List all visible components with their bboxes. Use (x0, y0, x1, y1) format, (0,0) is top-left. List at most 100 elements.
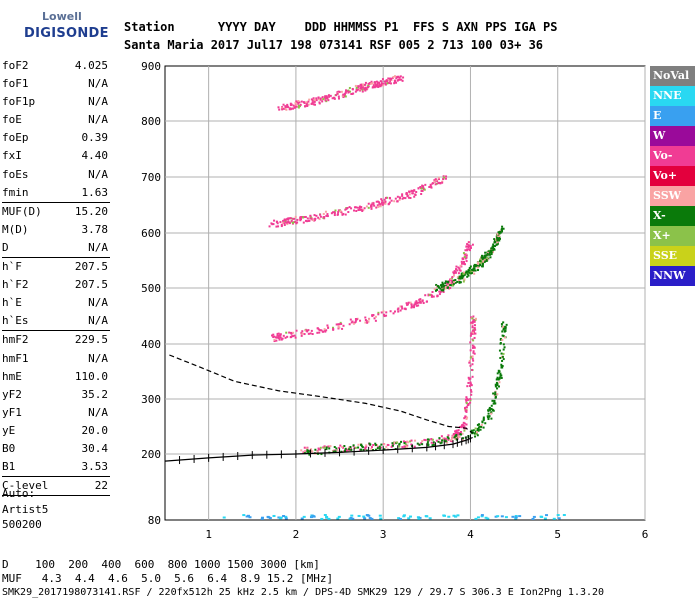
echo-point (292, 331, 295, 334)
echo-point (398, 443, 401, 446)
echo-point (451, 284, 454, 287)
echo-point (396, 441, 399, 444)
echo-point (430, 441, 433, 444)
echo-point (353, 206, 356, 209)
echo-point (332, 96, 335, 99)
echo-point (450, 282, 453, 285)
echo-point (474, 265, 477, 268)
echo-point (462, 275, 465, 278)
echo-point (469, 389, 472, 392)
echo-point (389, 78, 392, 81)
echo-point (440, 435, 443, 438)
echo-point (302, 216, 305, 219)
echo-point (423, 438, 426, 441)
echo-point (373, 86, 376, 89)
echo-point (407, 196, 410, 199)
echo-point (414, 301, 417, 304)
echo-point (468, 378, 471, 381)
echo-point (354, 446, 357, 449)
legend-entry: E (650, 106, 695, 126)
echo-point (458, 432, 461, 435)
base-echo-point (357, 514, 361, 517)
echo-point (289, 108, 292, 111)
echo-point (303, 216, 306, 219)
echo-point (420, 192, 423, 195)
base-echo-point (540, 515, 544, 518)
echo-point (461, 277, 464, 280)
echo-point (279, 333, 282, 336)
echo-point (309, 214, 312, 217)
echo-point (498, 239, 501, 242)
echo-point (380, 82, 383, 85)
echo-point (438, 437, 441, 440)
echo-point (324, 97, 327, 100)
echo-point (446, 436, 449, 439)
echo-point (466, 275, 469, 278)
echo-point (460, 274, 463, 277)
echo-point (383, 202, 386, 205)
echo-point (365, 205, 368, 208)
echo-point (335, 447, 338, 450)
echo-point (385, 80, 388, 83)
echo-point (405, 445, 408, 448)
param-row: D N/A (2, 239, 110, 257)
echo-point (485, 258, 488, 261)
echo-point (501, 229, 504, 232)
echo-point (490, 412, 493, 415)
echo-point (385, 445, 388, 448)
echo-point (402, 440, 405, 443)
echo-point (502, 343, 505, 346)
echo-point (465, 260, 468, 263)
echo-point (375, 200, 378, 203)
echo-point (465, 270, 468, 273)
echo-point (304, 219, 307, 222)
echo-point (444, 177, 447, 180)
echo-point (375, 206, 378, 209)
echo-point (304, 215, 307, 218)
echo-point (487, 416, 490, 419)
echo-point (349, 445, 352, 448)
echo-point (273, 219, 276, 222)
echo-point (313, 99, 316, 102)
echo-point (292, 104, 295, 107)
x-tick-label: 2 (293, 528, 300, 541)
echo-point (477, 265, 480, 268)
echo-point (389, 82, 392, 85)
echo-point (398, 198, 401, 201)
echo-point (490, 247, 493, 250)
echo-point (410, 439, 413, 442)
echo-point (499, 357, 502, 360)
echo-point (472, 339, 475, 342)
echo-point (492, 409, 495, 412)
echo-point (439, 442, 442, 445)
echo-point (490, 248, 493, 251)
echo-point (479, 428, 482, 431)
echo-point (432, 182, 435, 185)
echo-point (349, 318, 352, 321)
echo-point (392, 441, 395, 444)
echo-point (453, 270, 456, 273)
echo-point (447, 434, 450, 437)
echo-point (318, 331, 321, 334)
echo-point (502, 334, 505, 337)
echo-point (422, 302, 425, 305)
echo-point (472, 331, 475, 334)
echo-point (322, 212, 325, 215)
echo-point (282, 107, 285, 110)
echo-point (502, 325, 505, 328)
echo-point (333, 212, 336, 215)
base-echo-point (416, 516, 420, 519)
echo-point (424, 294, 427, 297)
echo-point (450, 439, 453, 442)
x-tick-label: 1 (205, 528, 212, 541)
base-echo-point (278, 517, 282, 520)
echo-point (321, 100, 324, 103)
echo-point (421, 300, 424, 303)
param-value: N/A (88, 240, 108, 254)
echo-point (410, 443, 413, 446)
echo-point (370, 446, 373, 449)
echo-point (501, 365, 504, 368)
echo-point (299, 218, 302, 221)
echo-point (388, 82, 391, 85)
echo-point (496, 387, 499, 390)
